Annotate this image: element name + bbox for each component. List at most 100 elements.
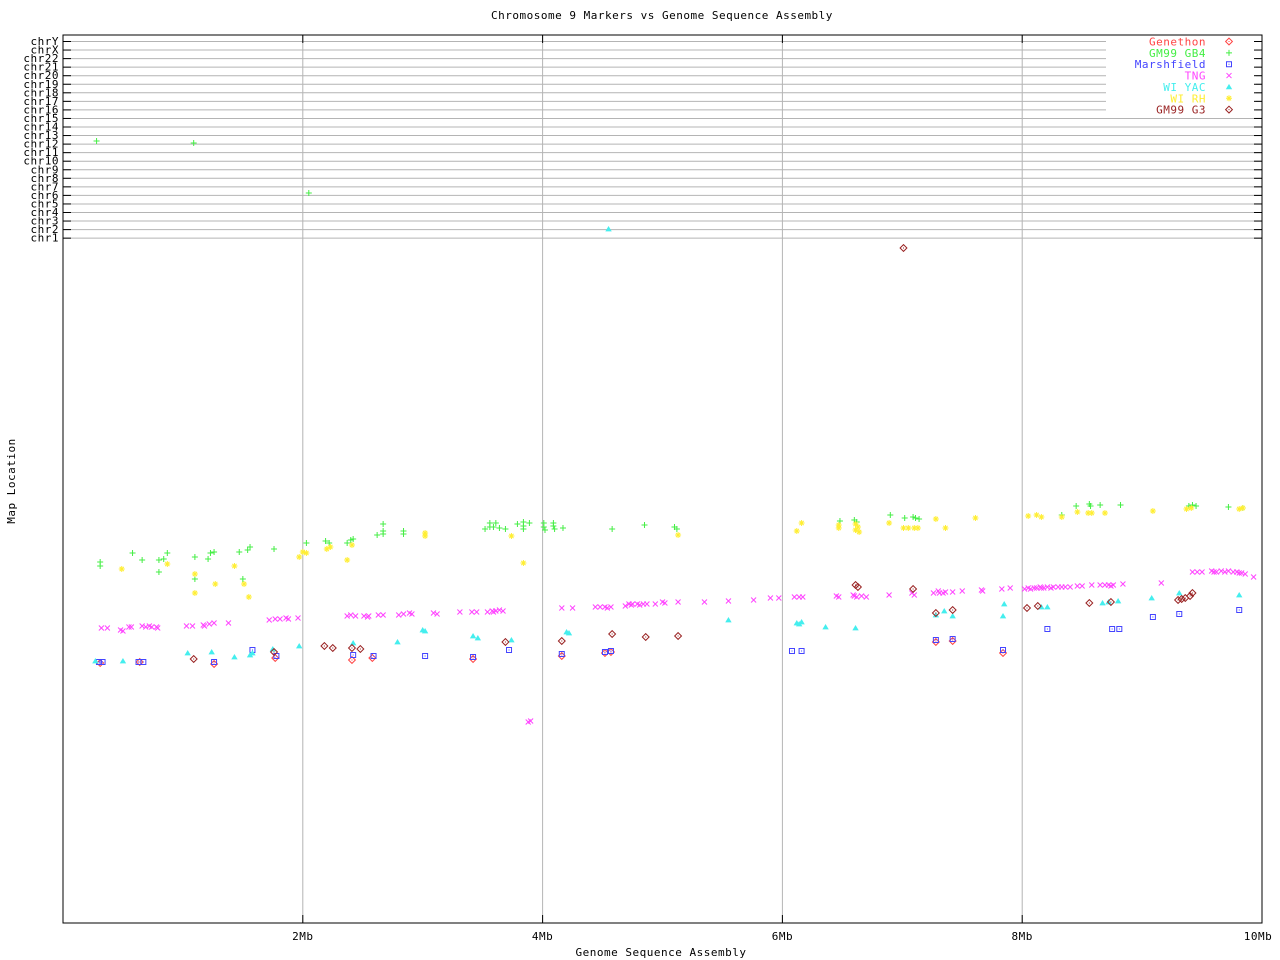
point-gm99-g3	[1185, 591, 1195, 601]
point-tng	[1189, 569, 1196, 575]
point-wi-yac	[508, 637, 515, 643]
point-tng	[457, 609, 463, 615]
point-tng	[701, 599, 708, 605]
point-wi-rh	[856, 529, 863, 535]
point-tng	[500, 608, 506, 614]
point-wi-yac	[999, 613, 1007, 619]
point-tng	[527, 718, 534, 724]
point-gm99-gb4	[322, 538, 329, 544]
marker-star	[1226, 95, 1232, 102]
y-tick-label: chr6	[31, 189, 60, 202]
point-tng	[154, 625, 161, 631]
point-tng	[1040, 585, 1047, 591]
point-wi-rh	[508, 533, 515, 539]
point-wi-rh	[1074, 509, 1081, 515]
point-tng	[206, 621, 213, 627]
point-tng	[1110, 582, 1117, 588]
point-tng	[930, 590, 937, 596]
point-gm99-g3	[320, 641, 329, 651]
point-wi-rh	[905, 525, 912, 531]
point-wi-rh	[942, 525, 949, 531]
point-wi-rh	[932, 516, 939, 522]
point-gm99-gb4	[207, 550, 214, 556]
point-gm99-g3	[1177, 594, 1186, 604]
point-gm99-gb4	[400, 531, 407, 537]
y-tick-label: chr15	[23, 112, 59, 125]
point-gm99-gb4	[1087, 503, 1094, 509]
point-gm99-g3	[1033, 601, 1042, 611]
point-gm99-gb4	[540, 524, 547, 530]
point-tng	[211, 620, 217, 626]
marker-diamond-dot	[1224, 105, 1234, 114]
point-marshfield	[601, 649, 608, 655]
point-tng	[949, 589, 956, 595]
point-wi-yac	[269, 646, 277, 652]
point-wi-rh	[231, 563, 238, 569]
point-gm99-g3	[673, 631, 683, 641]
point-gm99-g3	[1106, 597, 1116, 607]
point-gm99-gb4	[305, 190, 312, 196]
point-tng	[183, 623, 190, 629]
point-tng	[569, 605, 576, 611]
grid-layer: chrYchrXchr22chr21chr20chr19chr18chr17ch…	[23, 35, 1262, 923]
point-marshfield	[211, 659, 218, 665]
y-tick-label: chr11	[23, 146, 59, 159]
point-wi-yac	[1114, 598, 1122, 604]
point-tng	[886, 592, 892, 598]
point-marshfield	[1044, 626, 1051, 632]
point-tng	[469, 609, 475, 615]
point-gm99-g3	[328, 643, 337, 653]
point-gm99-gb4	[492, 520, 499, 526]
point-wi-rh	[520, 560, 527, 566]
point-tng	[344, 613, 351, 619]
point-tng	[1031, 585, 1038, 591]
point-marshfield	[370, 653, 377, 659]
point-gm99-g3	[853, 582, 863, 592]
point-tng	[266, 617, 273, 623]
point-tng	[1194, 569, 1201, 575]
point-wi-yac	[822, 624, 829, 630]
point-tng	[644, 601, 650, 607]
point-wi-rh	[303, 550, 310, 556]
point-wi-rh	[191, 590, 198, 596]
plot-border	[62, 34, 1263, 924]
point-wi-rh	[299, 549, 306, 555]
point-tng	[636, 602, 643, 608]
point-gm99-g3	[1022, 603, 1032, 613]
point-wi-rh	[852, 527, 859, 533]
point-wi-yac	[565, 630, 573, 636]
point-wi-rh	[323, 546, 330, 552]
point-gm99-gb4	[326, 540, 333, 546]
point-wi-rh	[1239, 505, 1246, 511]
point-wi-rh	[1149, 508, 1156, 514]
y-tick-label: chr22	[23, 52, 59, 65]
point-tng	[767, 595, 774, 601]
y-tick-label: chr14	[23, 121, 59, 134]
point-gm99-gb4	[541, 527, 548, 533]
point-tng	[1158, 580, 1165, 586]
point-marshfield	[1149, 614, 1156, 620]
point-wi-yac	[184, 650, 191, 656]
point-tng	[1236, 570, 1243, 576]
point-gm99-gb4	[559, 525, 566, 531]
point-wi-rh	[118, 566, 125, 572]
point-marshfield	[558, 651, 565, 657]
point-gm99-g3	[347, 643, 357, 653]
point-wi-yac	[421, 628, 429, 634]
x-tick-label: 2Mb	[292, 930, 313, 943]
point-tng	[126, 624, 132, 630]
y-tick-label: chr8	[31, 172, 60, 185]
point-wi-rh	[241, 581, 248, 587]
point-tng	[1218, 568, 1225, 574]
point-tng	[98, 625, 105, 631]
marker-plus	[1226, 49, 1232, 56]
point-tng	[347, 612, 354, 618]
point-tng	[139, 623, 145, 629]
point-gm99-gb4	[887, 512, 894, 518]
point-tng	[1021, 586, 1028, 592]
point-marshfield	[470, 654, 477, 660]
point-gm99-gb4	[380, 531, 387, 537]
